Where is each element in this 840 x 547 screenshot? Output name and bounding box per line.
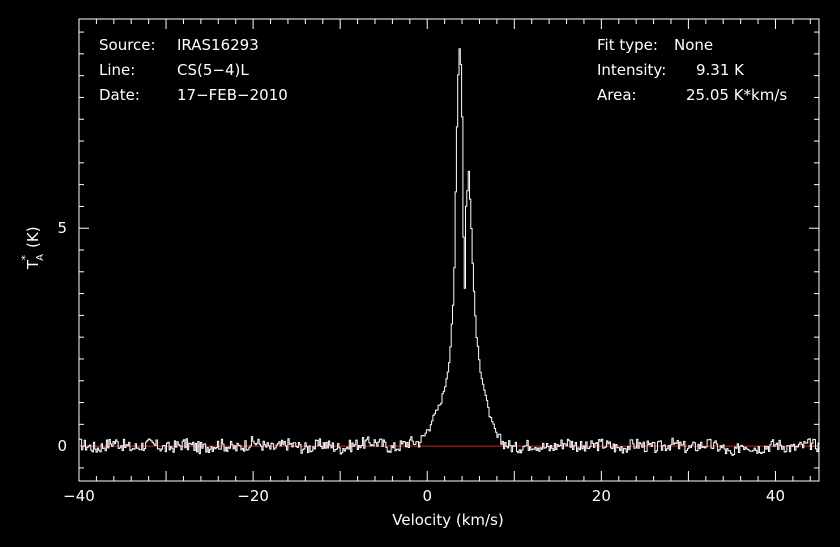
x-tick-label: −20 bbox=[237, 487, 269, 505]
y-tick-label: 0 bbox=[57, 437, 67, 455]
info-intensity-value: 9.31 K bbox=[696, 61, 745, 79]
y-axis-label-sup: * bbox=[19, 255, 32, 261]
axis-tick-labels: −40 −20 0 20 40 0 5 bbox=[57, 219, 785, 505]
x-axis-label: Velocity (km/s) bbox=[392, 511, 503, 529]
info-fit-type-label: Fit type: bbox=[597, 36, 658, 54]
info-block-left: Source: IRAS16293 Line: CS(5−4)L Date: 1… bbox=[99, 36, 288, 104]
info-line-label: Line: bbox=[99, 61, 135, 79]
y-axis-label-main: T bbox=[24, 259, 42, 270]
spectrum-series bbox=[79, 48, 819, 456]
info-date-value: 17−FEB−2010 bbox=[177, 86, 288, 104]
x-tick-label: 0 bbox=[422, 487, 432, 505]
y-tick-label: 5 bbox=[57, 219, 67, 237]
y-axis-label: T A * (K) bbox=[19, 226, 46, 270]
info-block-right: Fit type: None Intensity: 9.31 K Area: 2… bbox=[597, 36, 787, 104]
info-area-value: 25.05 K*km/s bbox=[686, 86, 787, 104]
x-tick-label: 40 bbox=[766, 487, 785, 505]
y-axis-label-unit: (K) bbox=[24, 226, 42, 248]
info-fit-type-value: None bbox=[674, 36, 713, 54]
y-axis-label-sub: A bbox=[35, 254, 46, 261]
info-line-value: CS(5−4)L bbox=[177, 61, 249, 79]
info-source-value: IRAS16293 bbox=[177, 36, 259, 54]
info-date-label: Date: bbox=[99, 86, 140, 104]
x-tick-label: 20 bbox=[592, 487, 611, 505]
info-area-label: Area: bbox=[597, 86, 637, 104]
info-intensity-label: Intensity: bbox=[597, 61, 666, 79]
info-source-label: Source: bbox=[99, 36, 156, 54]
axis-ticks bbox=[78, 19, 819, 481]
x-tick-label: −40 bbox=[63, 487, 95, 505]
